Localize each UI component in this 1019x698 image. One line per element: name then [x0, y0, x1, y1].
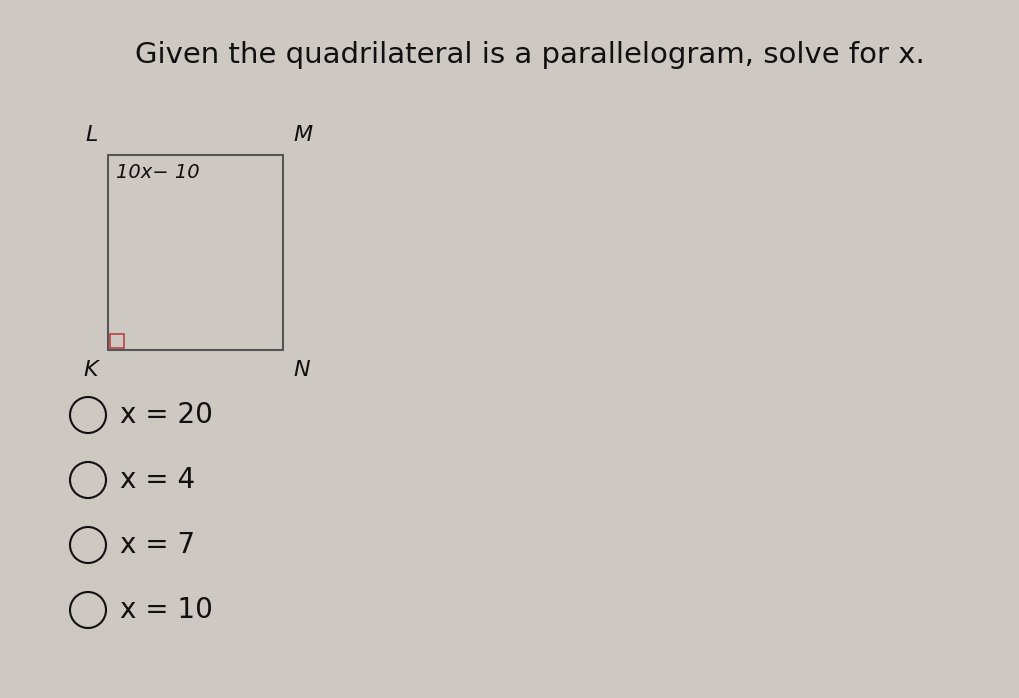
Text: L: L: [86, 125, 98, 145]
Text: Given the quadrilateral is a parallelogram, solve for x.: Given the quadrilateral is a parallelogr…: [136, 41, 925, 69]
Text: M: M: [293, 125, 312, 145]
Text: x = 4: x = 4: [120, 466, 195, 494]
Text: x = 10: x = 10: [120, 596, 213, 624]
Text: N: N: [293, 360, 310, 380]
Bar: [108, 155, 283, 350]
Text: K: K: [84, 360, 98, 380]
Text: x = 7: x = 7: [120, 531, 195, 559]
Bar: [110, 334, 124, 348]
Text: 10x− 10: 10x− 10: [116, 163, 200, 182]
Text: x = 20: x = 20: [120, 401, 213, 429]
